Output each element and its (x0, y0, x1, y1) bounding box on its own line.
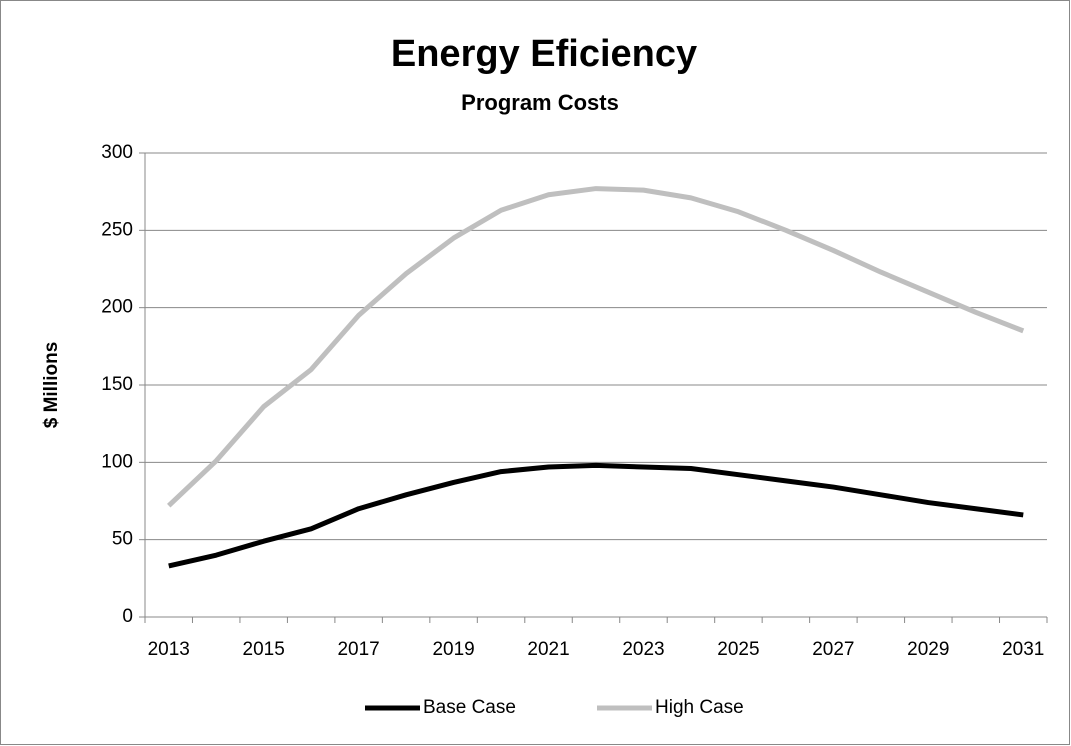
y-tick-label: 100 (101, 451, 133, 472)
legend-label: High Case (655, 697, 744, 718)
y-tick-label: 50 (112, 529, 133, 550)
series-line (167, 186, 1025, 508)
y-tick-label: 0 (122, 606, 133, 627)
y-tick-label: 200 (101, 297, 133, 318)
x-tick-label: 2029 (907, 639, 949, 660)
y-tick-label: 300 (101, 142, 133, 163)
x-tick-label: 2019 (432, 639, 474, 660)
x-tick-label: 2031 (1002, 639, 1044, 660)
x-tick-label: 2027 (812, 639, 854, 660)
x-tick-label: 2025 (717, 639, 759, 660)
x-tick-label: 2021 (527, 639, 569, 660)
legend-label: Base Case (423, 697, 516, 718)
chart-title: Energy Eficiency (391, 33, 697, 75)
x-tick-label: 2013 (148, 639, 190, 660)
series-line (168, 462, 1024, 569)
chart-subtitle: Program Costs (461, 90, 619, 115)
x-tick-label: 2017 (337, 639, 379, 660)
y-axis-label: $ Millions (41, 342, 62, 429)
x-tick-label: 2023 (622, 639, 664, 660)
x-tick-label: 2015 (243, 639, 285, 660)
y-tick-label: 250 (101, 219, 133, 240)
y-tick-label: 150 (101, 374, 133, 395)
